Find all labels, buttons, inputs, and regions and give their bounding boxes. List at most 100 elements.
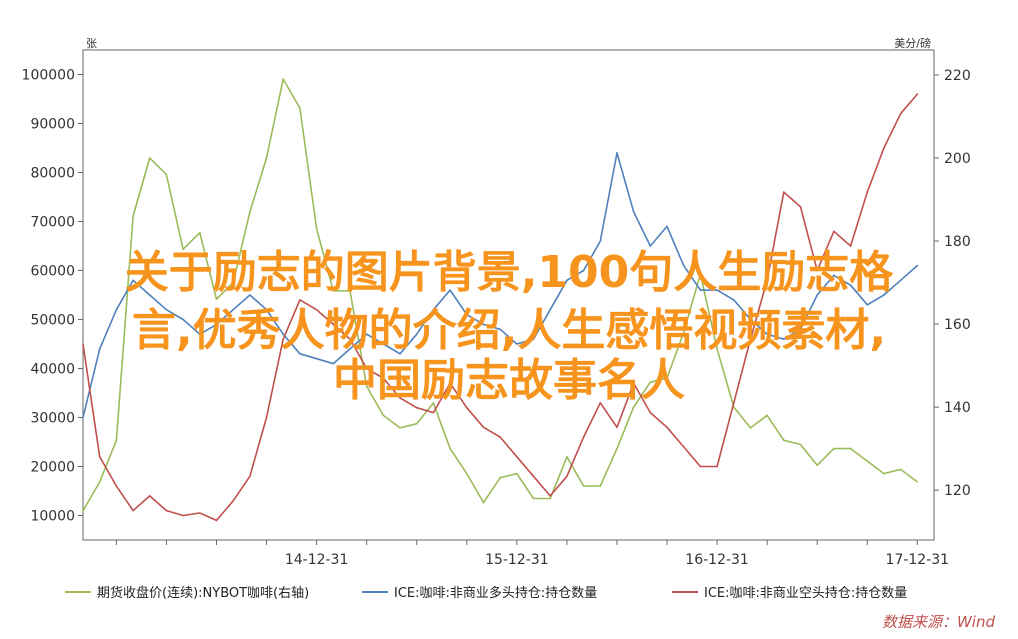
- series-2-point: [382, 343, 385, 345]
- series-3-point: [349, 338, 351, 340]
- series-3-point: [415, 406, 418, 409]
- series-1-point: [516, 472, 518, 475]
- legend-label: 期货收盘价(连续):NYBOT咖啡(右轴): [97, 585, 309, 601]
- series-3-point: [132, 509, 134, 512]
- series-1-point: [115, 439, 118, 442]
- series-3-point: [632, 382, 635, 385]
- series-1-point: [315, 227, 318, 230]
- series-2-point: [82, 416, 84, 419]
- series-1-point: [566, 456, 568, 458]
- series-3-point: [566, 475, 568, 478]
- series-3-point: [449, 382, 451, 385]
- series-3-point: [599, 402, 602, 404]
- series-3-point: [249, 475, 251, 478]
- legend-label: ICE:咖啡:非商业多头持仓:持仓数量: [394, 585, 597, 601]
- series-1-point: [599, 485, 602, 487]
- series-2-point: [883, 294, 885, 296]
- series-1-point: [883, 472, 885, 475]
- series-2-point: [532, 338, 535, 340]
- series-2-point: [599, 240, 602, 242]
- series-2-point: [215, 323, 218, 326]
- left-axis-unit: 张: [86, 37, 97, 50]
- series-1-point: [349, 290, 351, 292]
- series-3-point: [98, 455, 101, 458]
- series-2-point: [699, 289, 702, 291]
- series-3-point: [899, 112, 902, 115]
- x-axis: 14-12-31 15-12-31 16-12-31 17-12-31: [115, 540, 950, 568]
- series-2-point: [449, 289, 451, 291]
- series-2-point: [499, 328, 501, 331]
- series-1-point: [632, 406, 635, 408]
- series-3-point: [499, 436, 501, 438]
- series-1-point: [449, 447, 451, 450]
- series-3-point: [282, 338, 285, 340]
- series-2-point: [299, 353, 301, 355]
- series-2-point: [749, 318, 752, 321]
- series-1-point: [899, 468, 902, 471]
- series-3-point: [682, 446, 685, 448]
- series-3-point: [232, 500, 234, 502]
- left-axis-tick-label: 60000: [30, 264, 75, 280]
- series-1-point: [699, 273, 702, 276]
- series-2-point: [766, 333, 768, 336]
- series-3-point: [849, 245, 852, 247]
- series-2-point: [465, 313, 468, 316]
- series-2: [82, 152, 919, 419]
- series-3: [82, 93, 919, 522]
- series-3-point: [115, 485, 118, 487]
- right-axis-tick-label: 220: [944, 68, 971, 84]
- series-1-point: [749, 427, 752, 429]
- series-1-point: [232, 281, 234, 284]
- series-3-point: [482, 426, 485, 429]
- x-axis-tick-label: 17-12-31: [886, 552, 950, 568]
- series-2-point: [332, 362, 335, 365]
- series-1-point: [282, 78, 285, 80]
- series-1-point: [916, 481, 919, 483]
- series-3-point: [816, 269, 818, 272]
- series-3-point: [465, 406, 468, 409]
- series-1-point: [82, 510, 84, 512]
- series-1-point: [799, 443, 802, 446]
- series-2-point: [98, 348, 101, 350]
- series-1: [82, 78, 919, 512]
- series-3-point: [265, 416, 268, 419]
- series-2-point: [549, 308, 552, 311]
- series-3-point: [732, 402, 735, 404]
- series-3-point: [666, 426, 668, 429]
- series-3-point: [165, 509, 168, 512]
- series-1-point: [866, 460, 869, 462]
- series-3-point: [365, 367, 368, 370]
- series-2-point: [399, 353, 401, 355]
- series-3-point: [833, 230, 835, 233]
- series-1-point: [499, 476, 501, 479]
- series-2-point: [432, 308, 435, 311]
- series-2-point: [816, 294, 818, 296]
- right-axis-tick-label: 120: [944, 483, 971, 499]
- series-2-point: [182, 318, 184, 321]
- x-axis-tick-label: 16-12-31: [685, 552, 749, 568]
- series-1-point: [249, 211, 251, 213]
- series-3-point: [783, 191, 785, 193]
- series-2-point: [732, 299, 735, 301]
- series-1-point: [465, 472, 468, 475]
- series-1-point: [582, 485, 585, 487]
- series-2-point: [115, 308, 118, 311]
- series-3-point: [716, 465, 718, 468]
- series-1-point: [148, 157, 151, 159]
- left-axis-tick-label: 70000: [30, 215, 75, 231]
- series-1-point: [415, 422, 418, 425]
- overlay-title-line-2: 言,优秀人物的介绍,人生感悟视频素材,: [131, 305, 887, 356]
- right-axis-tick-label: 200: [944, 151, 971, 167]
- series-1-point: [532, 497, 535, 500]
- series-3-point: [616, 426, 618, 429]
- series-1-point: [399, 427, 401, 429]
- series-3-point: [749, 338, 752, 340]
- source-watermark: 数据来源：Wind: [882, 613, 996, 631]
- series-1-point: [666, 377, 668, 379]
- series-3-point: [182, 514, 184, 517]
- series-2-point: [849, 284, 852, 287]
- series-2-point: [899, 279, 902, 282]
- overlay-title-line-1: 关于励志的图片背景,100句人生励志格: [124, 247, 894, 298]
- series-1-point: [849, 447, 852, 450]
